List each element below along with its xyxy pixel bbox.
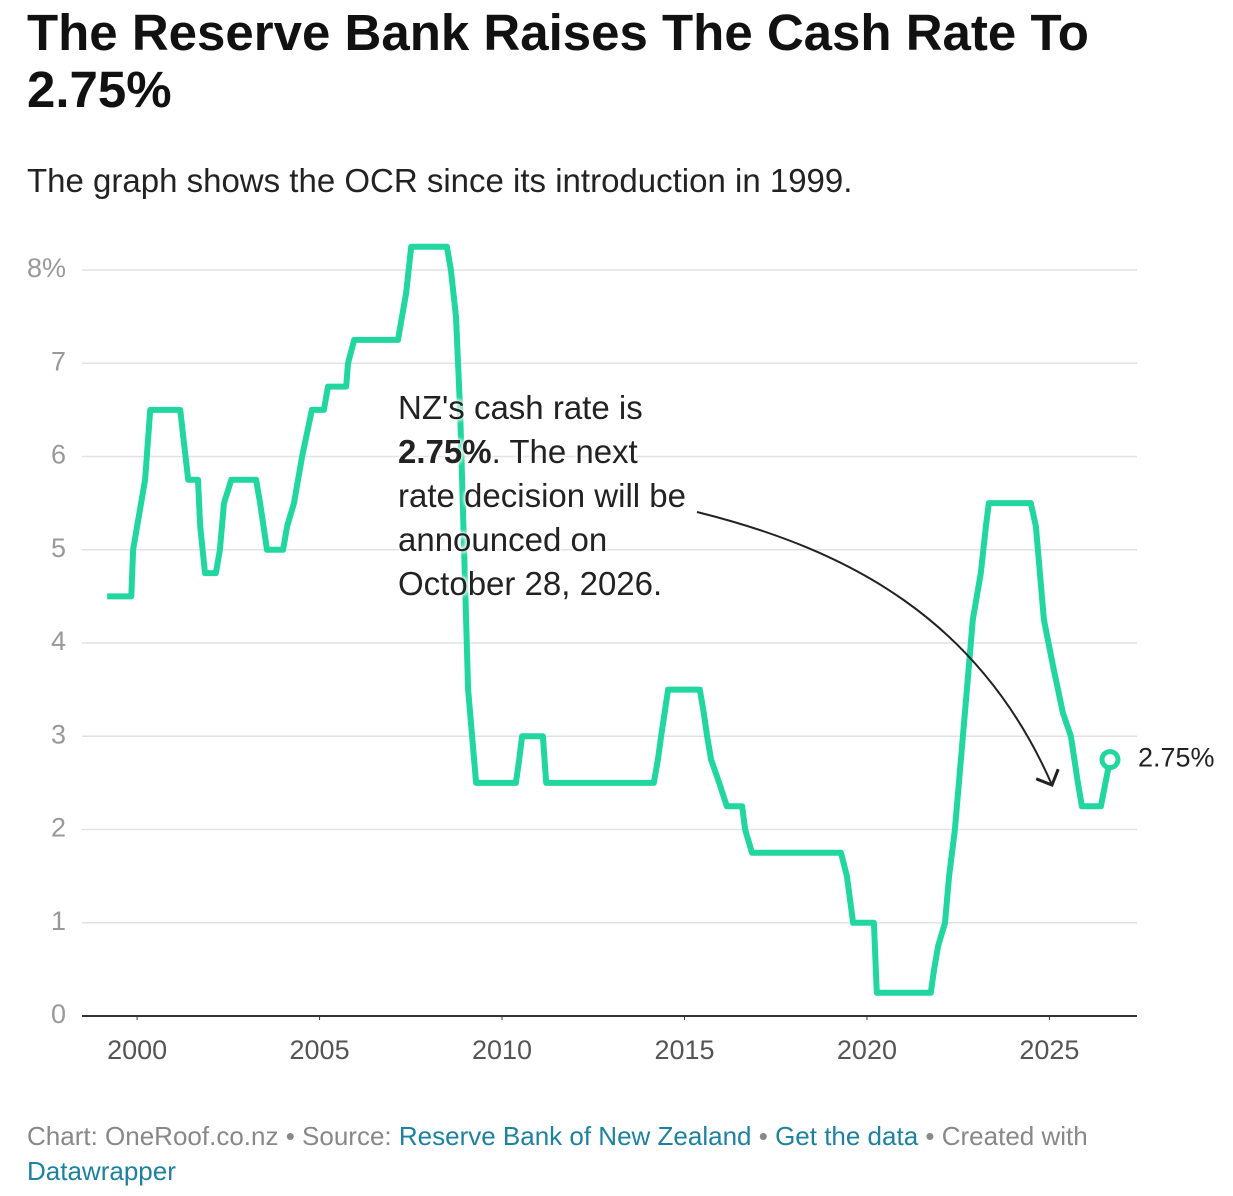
x-tick-label: 2025 — [1019, 1035, 1079, 1065]
annotation-bold: 2.75% — [398, 433, 492, 470]
annotation-arrow — [696, 511, 1060, 787]
y-tick-label: 6 — [51, 440, 66, 470]
x-tick-label: 2000 — [107, 1035, 167, 1065]
y-tick-label: 8% — [27, 253, 66, 283]
annotation-text: NZ's cash rate is — [398, 389, 643, 426]
x-tick-label: 2010 — [472, 1035, 532, 1065]
end-label: 2.75% — [1138, 743, 1215, 773]
footer: Chart: OneRoof.co.nz • Source: Reserve B… — [27, 1121, 1088, 1186]
source-link[interactable]: Reserve Bank of New Zealand — [398, 1121, 752, 1151]
y-tick-label: 4 — [51, 626, 66, 656]
annotation: NZ's cash rate is 2.75%. The next rate d… — [398, 386, 698, 606]
chart: 0 1 2 3 4 5 6 7 8% 2000 2005 2010 2015 2020 2025 2.75% — [27, 243, 1215, 1065]
chart-title: The Reserve Bank Raises The Cash Rate To… — [27, 4, 1089, 118]
y-tick-label: 7 — [51, 346, 66, 376]
x-tick-label: 2015 — [654, 1035, 714, 1065]
created: Created with — [941, 1121, 1088, 1151]
data-link[interactable]: Get the data — [775, 1121, 919, 1151]
x-tick-label: 2005 — [290, 1035, 350, 1065]
line — [107, 243, 1113, 996]
y-tick-label: 5 — [51, 533, 66, 563]
tool-link[interactable]: Datawrapper — [27, 1156, 176, 1186]
y-tick-label: 3 — [51, 719, 66, 749]
y-tick-label: 2 — [51, 813, 66, 843]
y-tick-label: 1 — [51, 906, 66, 936]
chart-subtitle: The graph shows the OCR since its introd… — [27, 162, 853, 199]
end-point — [1099, 749, 1121, 771]
x-tick-label: 2020 — [837, 1035, 897, 1065]
source-label: Source: — [302, 1121, 392, 1151]
y-tick-label: 0 — [51, 999, 66, 1029]
annotation-text: . The next rate decision will be announc… — [398, 433, 686, 602]
credit: Chart: OneRoof.co.nz — [27, 1121, 279, 1151]
